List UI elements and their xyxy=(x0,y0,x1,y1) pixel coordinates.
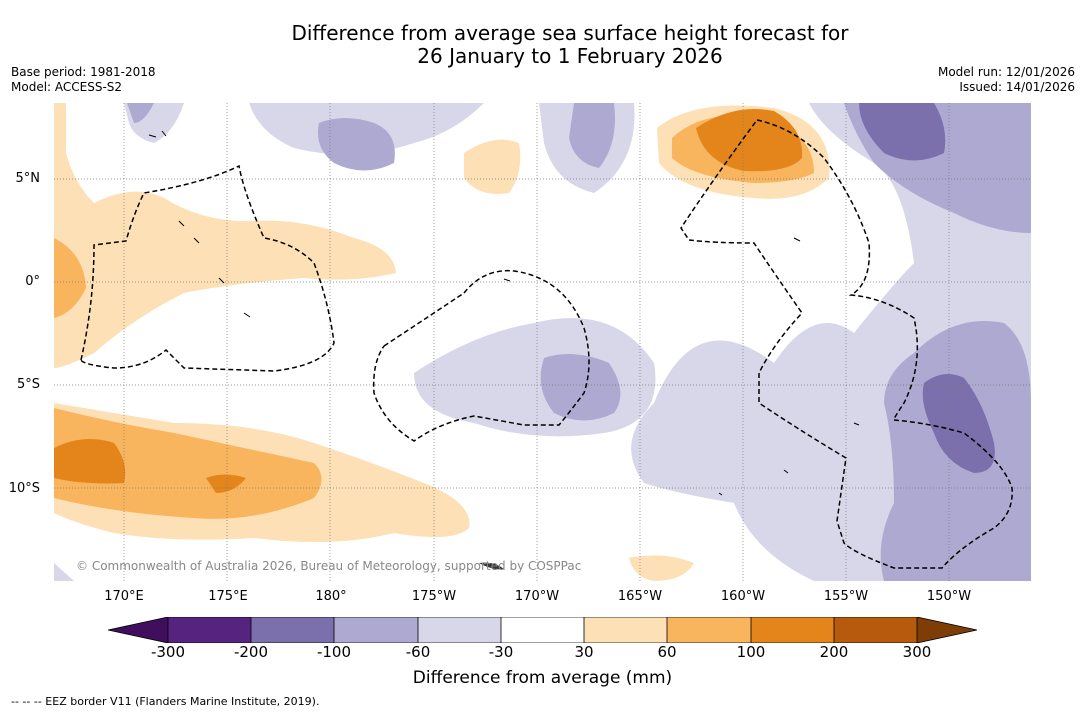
lat-label-0: 0° xyxy=(25,274,40,289)
colorbar-extend-max xyxy=(917,617,977,643)
map-area xyxy=(54,103,1031,581)
lon-label-180: 180° xyxy=(315,589,347,604)
colorbar-segment xyxy=(418,617,501,643)
colorbar-segment xyxy=(667,617,751,643)
colorbar-segment xyxy=(751,617,834,643)
eez-footnote: -- -- -- EEZ border V11 (Flanders Marine… xyxy=(11,695,320,708)
title-line-2: 26 January to 1 February 2026 xyxy=(417,44,723,68)
colorbar-tick: -200 xyxy=(233,643,269,661)
colorbar-extend-min xyxy=(108,617,168,643)
issued-date: Issued: 14/01/2026 xyxy=(959,80,1075,94)
island-shape xyxy=(479,562,504,570)
colorbar-tick: 100 xyxy=(736,643,766,661)
lon-label-170w: 170°W xyxy=(514,589,560,604)
colorbar-tick: 60 xyxy=(657,643,677,661)
eez-borders xyxy=(80,119,1013,569)
base-period: Base period: 1981-2018 xyxy=(11,65,156,79)
meta-right: Model run: 12/01/2026 Issued: 14/01/2026 xyxy=(938,65,1075,95)
anomaly-neg-dark xyxy=(859,103,995,473)
colorbar-segment xyxy=(334,617,418,643)
islands xyxy=(148,130,860,496)
colorbar-segment xyxy=(501,617,584,643)
colorbar-tick: -60 xyxy=(405,643,431,661)
lon-label-150w: 150°W xyxy=(926,589,972,604)
title-line-1: Difference from average sea surface heig… xyxy=(291,21,849,45)
lon-label-175e: 175°E xyxy=(208,589,248,604)
lon-label-175w: 175°W xyxy=(411,589,457,604)
colorbar-tick: 200 xyxy=(819,643,849,661)
colorbar-segment xyxy=(251,617,334,643)
colorbar-tick: -300 xyxy=(150,643,186,661)
lon-label-165w: 165°W xyxy=(617,589,663,604)
colorbar-tick: 30 xyxy=(574,643,594,661)
map-svg xyxy=(54,103,1031,581)
anomaly-pos-dark xyxy=(54,109,803,493)
lat-label-5s: 5°S xyxy=(16,377,40,392)
colorbar-tick: 300 xyxy=(902,643,932,661)
grid-lines xyxy=(54,103,1031,581)
lat-label-5n: 5°N xyxy=(15,171,41,186)
model-name: Model: ACCESS-S2 xyxy=(11,80,123,94)
colorbar-segment xyxy=(168,617,251,643)
colorbar-segment xyxy=(834,617,917,643)
lat-label-10s: 10°S xyxy=(8,481,40,496)
colorbar-svg xyxy=(107,616,978,644)
lon-label-155w: 155°W xyxy=(823,589,869,604)
colorbar-tick: -100 xyxy=(316,643,352,661)
copyright-text: © Commonwealth of Australia 2026, Bureau… xyxy=(76,559,582,573)
meta-left: Base period: 1981-2018 Model: ACCESS-S2 xyxy=(11,65,156,95)
colorbar-title: Difference from average (mm) xyxy=(412,668,673,688)
colorbar-tick: -30 xyxy=(488,643,514,661)
colorbar xyxy=(107,616,978,647)
lon-label-160w: 160°W xyxy=(720,589,766,604)
colorbar-segment xyxy=(584,617,667,643)
map-title: Difference from average sea surface heig… xyxy=(0,22,1085,68)
model-run: Model run: 12/01/2026 xyxy=(937,65,1075,79)
lon-label-170e: 170°E xyxy=(104,589,144,604)
